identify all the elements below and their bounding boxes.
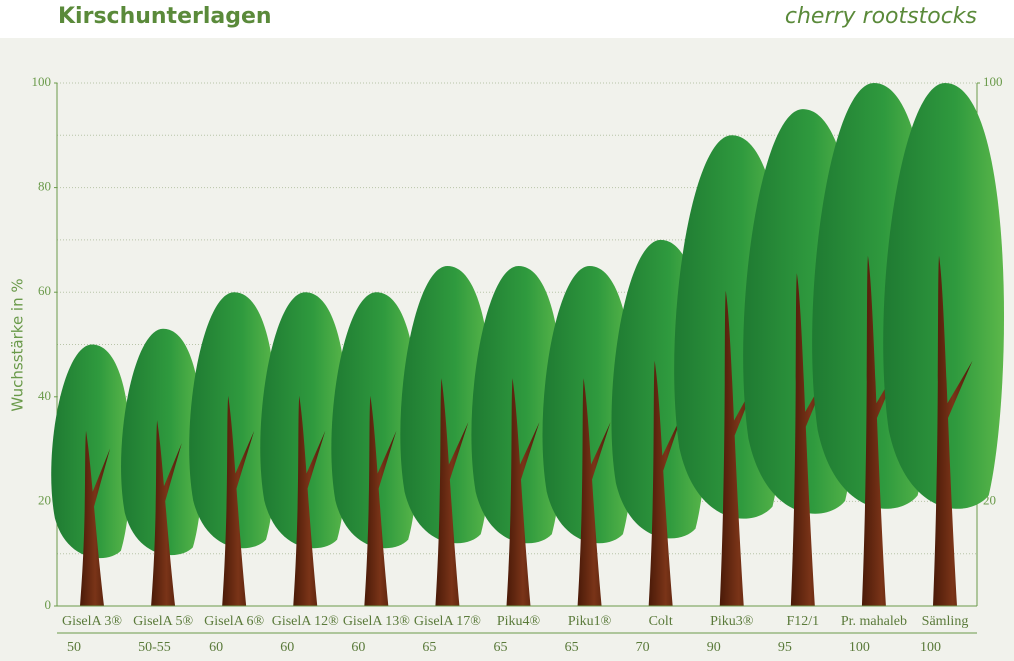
y-tick-label: 0 — [45, 597, 52, 612]
value-label: 65 — [422, 640, 436, 655]
x-tick-label: GiselA 12® — [272, 614, 339, 629]
y-tick-label: 20 — [38, 492, 51, 507]
x-tick-label: GiselA 5® — [133, 614, 193, 629]
tree-trunk — [80, 430, 111, 606]
tree-trunk — [933, 255, 973, 606]
tree-crown — [471, 266, 564, 544]
value-label: 100 — [849, 640, 870, 655]
y-tick-label: 40 — [38, 388, 51, 403]
x-tick-label: GiselA 17® — [414, 614, 481, 629]
value-label: 60 — [351, 640, 365, 655]
tree-trunk — [719, 290, 758, 606]
value-label: 50 — [67, 640, 81, 655]
x-tick-label: Colt — [649, 614, 673, 629]
value-label: 90 — [707, 640, 721, 655]
y2-tick-label: 100 — [983, 74, 1003, 89]
x-tick-label: Sämling — [922, 614, 969, 629]
y-axis-label: Wuchsstärke in % — [9, 278, 27, 411]
y-tick-label: 80 — [38, 179, 51, 194]
x-tick-label: F12/1 — [786, 614, 819, 629]
x-tick-label: GiselA 13® — [343, 614, 410, 629]
tree-crown — [189, 292, 278, 549]
tree-trunk — [506, 378, 540, 606]
value-label: 95 — [778, 640, 792, 655]
tree-crown — [542, 266, 635, 544]
y-tick-label: 60 — [38, 283, 51, 298]
tree-trunk — [861, 255, 902, 606]
x-tick-label: GiselA 3® — [62, 614, 122, 629]
tree-trunk — [790, 273, 830, 606]
tree-trunk — [435, 378, 469, 606]
x-tick-label: Piku1® — [568, 614, 612, 629]
tree-crown — [400, 266, 493, 544]
tree-trunk — [222, 395, 255, 606]
x-tick-label: Piku3® — [710, 614, 754, 629]
tree-trunk — [293, 395, 326, 606]
value-label: 60 — [280, 640, 294, 655]
x-tick-label: Pr. mahaleb — [841, 614, 907, 629]
value-label: 100 — [920, 640, 941, 655]
value-label: 60 — [209, 640, 223, 655]
tree-crown — [331, 292, 420, 549]
value-label: 70 — [636, 640, 650, 655]
x-tick-label: Piku4® — [497, 614, 541, 629]
value-label: 50-55 — [138, 640, 171, 655]
chart-title: Kirschunterlagen — [58, 4, 272, 29]
tree-trunk — [151, 420, 182, 606]
y-tick-label: 100 — [32, 74, 52, 89]
tree-crown — [121, 328, 204, 556]
tree-crown — [51, 344, 131, 559]
chart-subtitle: cherry rootstocks — [785, 4, 977, 29]
tree-crown — [883, 83, 1005, 509]
tree-trunk — [364, 395, 397, 606]
x-tick-label: GiselA 6® — [204, 614, 264, 629]
tree-trunk — [648, 360, 683, 606]
tree-crown — [260, 292, 349, 549]
value-label: 65 — [494, 640, 508, 655]
tree-trunk — [577, 378, 611, 606]
value-label: 65 — [565, 640, 579, 655]
